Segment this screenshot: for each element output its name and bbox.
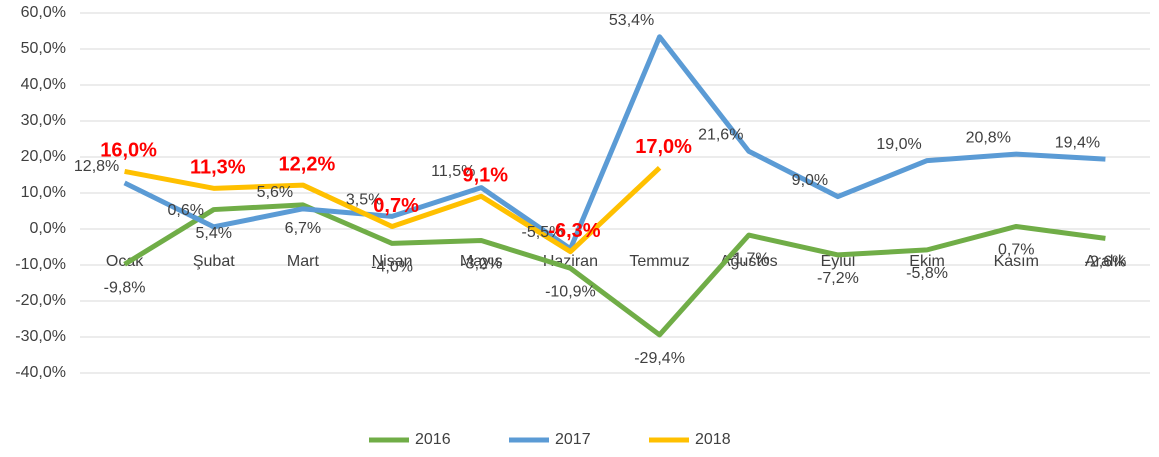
data-label: 17,0% xyxy=(635,136,692,158)
data-label: -6,3% xyxy=(548,220,600,242)
x-tick-label: Şubat xyxy=(193,253,235,270)
y-tick-label: -20,0% xyxy=(15,292,66,309)
series-line xyxy=(124,165,662,255)
x-tick-label: Eylül xyxy=(821,253,856,270)
data-label: 20,8% xyxy=(966,129,1011,146)
data-label: -5,5% xyxy=(522,224,564,241)
data-label: -10,9% xyxy=(545,283,596,300)
x-tick-label: Kasım xyxy=(994,253,1039,270)
x-tick-label: Ağustos xyxy=(720,253,778,270)
legend-label: 2016 xyxy=(415,431,451,448)
y-tick-label: 10,0% xyxy=(21,184,66,201)
data-label: 16,0% xyxy=(100,140,157,162)
y-tick-label: -10,0% xyxy=(15,256,66,273)
data-label: -9,8% xyxy=(104,279,146,296)
series-line xyxy=(123,34,1106,252)
data-label: 11,3% xyxy=(190,157,246,179)
data-label: -3,2% xyxy=(460,256,502,273)
data-label: -2,6% xyxy=(1085,254,1127,271)
x-tick-label: Temmuz xyxy=(629,253,689,270)
x-tick-label: Nisan xyxy=(372,253,413,270)
y-tick-label: -40,0% xyxy=(15,364,66,381)
data-label: 12,2% xyxy=(279,153,336,175)
y-tick-label: 40,0% xyxy=(21,76,66,93)
x-tick-label: Ekim xyxy=(909,253,945,270)
data-label: -1,7% xyxy=(728,250,770,267)
y-tick-label: 50,0% xyxy=(21,40,66,57)
data-label: 53,4% xyxy=(609,12,654,29)
data-label: 5,6% xyxy=(257,184,293,201)
data-label: 3,5% xyxy=(346,192,382,209)
x-tick-label: Aralık xyxy=(1085,253,1127,270)
data-label: 12,8% xyxy=(74,158,119,175)
legend-label: 2018 xyxy=(695,431,731,448)
y-tick-label: 0,0% xyxy=(30,220,66,237)
legend-label: 2017 xyxy=(555,431,591,448)
series-line xyxy=(123,202,1106,338)
y-tick-label: -30,0% xyxy=(15,328,66,345)
data-label: 0,6% xyxy=(168,202,204,219)
data-label: 19,4% xyxy=(1055,134,1100,151)
data-label: 11,5% xyxy=(431,163,475,180)
data-label: 0,7% xyxy=(373,195,419,217)
data-label: -5,8% xyxy=(906,265,948,282)
data-label: 5,4% xyxy=(196,225,232,242)
data-label: 0,7% xyxy=(998,242,1034,259)
data-label: 21,6% xyxy=(698,126,743,143)
data-label: -4,0% xyxy=(371,259,413,276)
y-tick-label: 60,0% xyxy=(21,4,66,21)
data-label: 9,0% xyxy=(792,172,828,189)
data-label: 6,7% xyxy=(285,220,321,237)
data-label: 9,1% xyxy=(462,165,508,187)
x-tick-label: Mayıs xyxy=(460,253,503,270)
y-tick-label: 30,0% xyxy=(21,112,66,129)
x-tick-label: Mart xyxy=(287,253,320,270)
data-label: -29,4% xyxy=(634,350,685,367)
y-tick-label: 20,0% xyxy=(21,148,66,165)
data-label: 19,0% xyxy=(876,136,921,153)
data-label: -7,2% xyxy=(817,270,859,287)
